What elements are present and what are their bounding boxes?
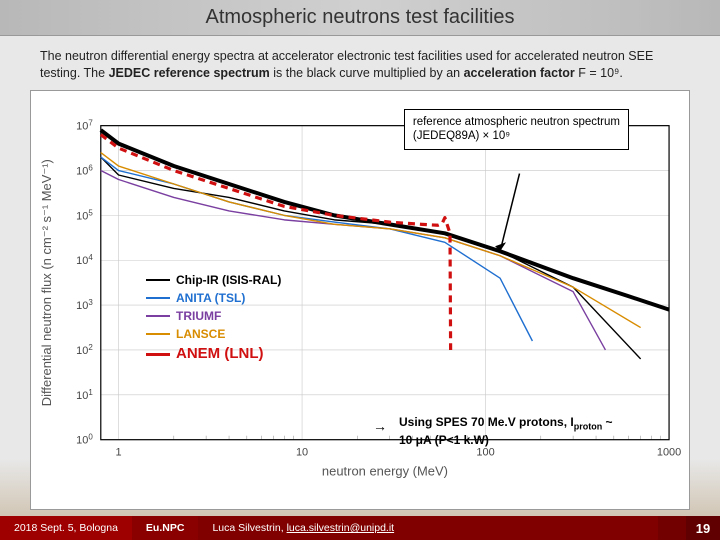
annotation-text: Using SPES 70 Me.V protons, Iproton ~ 10…: [399, 415, 613, 447]
svg-text:Differential neutron flux (n c: Differential neutron flux (n cm⁻² s⁻¹ Me…: [39, 159, 54, 406]
svg-text:107: 107: [76, 118, 93, 133]
svg-text:neutron energy (MeV): neutron energy (MeV): [322, 463, 448, 478]
svg-text:1000: 1000: [657, 446, 681, 458]
svg-text:1: 1: [116, 446, 122, 458]
legend-line-2: (JEDEQ89A) × 10⁹: [413, 129, 620, 143]
svg-text:104: 104: [76, 252, 93, 266]
page-title: Atmospheric neutrons test facilities: [0, 6, 720, 29]
footer-date: 2018 Sept. 5, Bologna: [0, 516, 132, 540]
footer-logo: [658, 516, 686, 540]
legend-box: reference atmospheric neutron spectrum (…: [404, 109, 629, 150]
spes-annotation: → Using SPES 70 Me.V protons, Iproton ~ …: [399, 415, 619, 449]
footer-author: Luca Silvestrin, luca.silvestrin@unipd.i…: [198, 516, 658, 540]
svg-text:103: 103: [76, 297, 93, 312]
svg-text:101: 101: [76, 387, 93, 402]
series-legend: Chip-IR (ISIS-RAL)ANITA (TSL)TRIUMFLANSC…: [146, 271, 281, 366]
svg-text:105: 105: [76, 208, 93, 223]
footer-email-link[interactable]: luca.silvestrin@unipd.it: [287, 522, 395, 534]
legend-line-1: reference atmospheric neutron spectrum: [413, 115, 620, 129]
svg-text:102: 102: [76, 342, 93, 357]
chart-container: 1101001000100101102103104105106107neutro…: [0, 90, 720, 516]
svg-text:106: 106: [76, 163, 93, 178]
arrow-icon: →: [373, 417, 387, 435]
footer-bar: 2018 Sept. 5, Bologna Eu.NPC Luca Silves…: [0, 516, 720, 540]
footer-conference: Eu.NPC: [132, 516, 199, 540]
svg-text:100: 100: [76, 432, 93, 446]
title-bar: Atmospheric neutrons test facilities: [0, 0, 720, 36]
svg-text:10: 10: [296, 446, 308, 458]
description-text: The neutron differential energy spectra …: [0, 36, 720, 90]
footer-page-number: 19: [686, 516, 720, 540]
description-content: The neutron differential energy spectra …: [40, 49, 653, 80]
chart-box: 1101001000100101102103104105106107neutro…: [30, 90, 690, 510]
